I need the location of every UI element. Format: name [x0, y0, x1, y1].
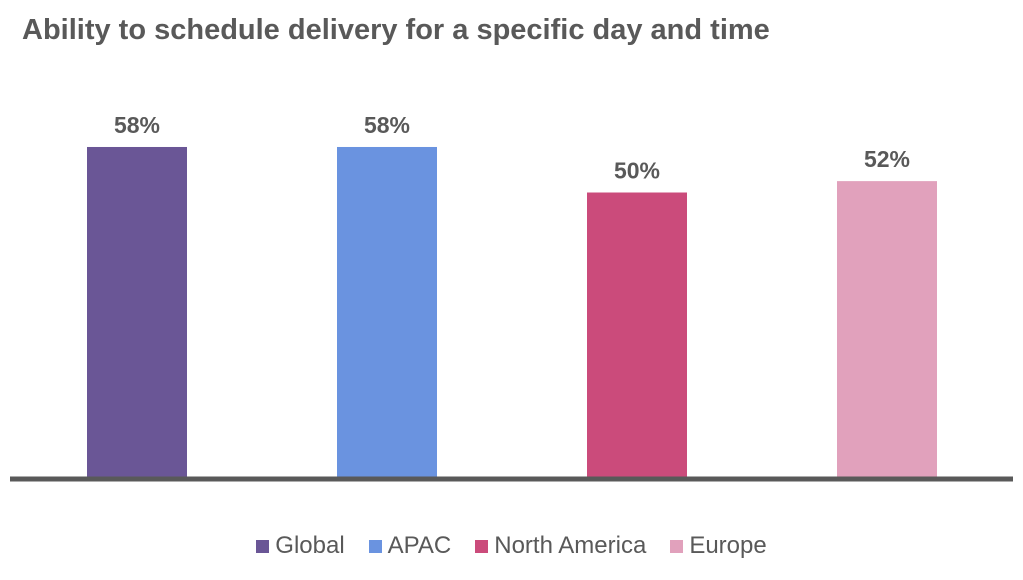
data-label-europe: 52%: [864, 146, 910, 172]
legend-swatch-apac: [368, 539, 382, 553]
legend-item-global: Global: [256, 532, 345, 560]
data-label-north-america: 50%: [614, 158, 660, 184]
bar-global: [87, 146, 187, 478]
bars-group: [87, 146, 937, 478]
legend-swatch-global: [256, 539, 270, 553]
legend-label-north-america: North America: [494, 532, 647, 559]
bar-north-america: [587, 192, 687, 477]
legend-item-north-america: North America: [475, 532, 646, 560]
legend-item-apac: APAC: [368, 532, 452, 560]
bar-europe: [837, 181, 937, 477]
legend: Global APAC North America Europe: [0, 532, 1023, 560]
chart-title: Ability to schedule delivery for a speci…: [22, 14, 770, 46]
legend-label-apac: APAC: [387, 532, 452, 559]
data-label-global: 58%: [114, 112, 160, 138]
data-label-apac: 58%: [364, 112, 410, 138]
data-labels-group: 58% 58% 50% 52%: [114, 112, 910, 184]
legend-label-global: Global: [275, 532, 345, 559]
legend-swatch-europe: [670, 539, 684, 553]
bar-apac: [337, 146, 437, 478]
legend-swatch-north-america: [475, 539, 489, 553]
legend-item-europe: Europe: [670, 532, 767, 560]
legend-label-europe: Europe: [689, 532, 767, 559]
